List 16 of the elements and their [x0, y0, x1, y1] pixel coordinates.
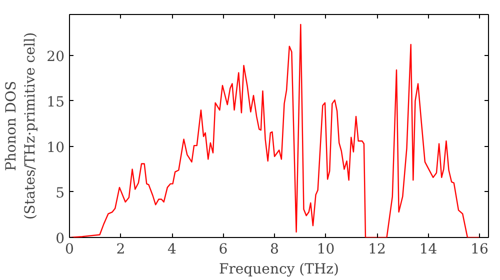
- x-tick-label: 8: [270, 242, 279, 258]
- x-tick-label: 6: [218, 242, 228, 258]
- x-tick-label: 4: [168, 242, 177, 258]
- x-tick-label: 16: [470, 242, 489, 258]
- x-tick-label: 14: [419, 242, 438, 258]
- x-tick-label: 10: [316, 242, 335, 258]
- x-tick-label: 12: [368, 242, 386, 258]
- line-series: [70, 24, 480, 238]
- x-axis-title: Frequency (THz): [218, 262, 340, 278]
- y-tick-label: 20: [46, 48, 65, 65]
- y-tick-label: 5: [56, 185, 65, 202]
- x-tick-label: 2: [116, 242, 126, 258]
- y-axis-title: Phonon DOS (States/THz·primitive cell): [3, 32, 39, 220]
- y-tick-label: 15: [46, 94, 65, 110]
- y-tick-label: 10: [46, 140, 65, 156]
- y-tick-label: 0: [56, 231, 65, 247]
